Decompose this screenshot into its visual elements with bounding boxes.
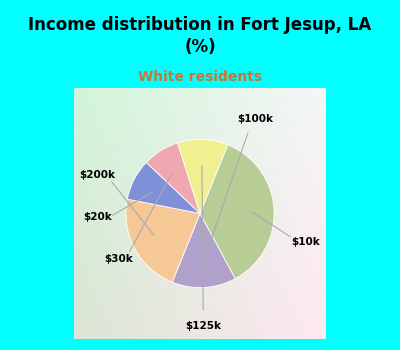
Wedge shape bbox=[200, 145, 274, 279]
Text: White residents: White residents bbox=[138, 70, 262, 84]
Wedge shape bbox=[178, 139, 228, 214]
Text: $20k: $20k bbox=[83, 212, 112, 222]
Text: Income distribution in Fort Jesup, LA
(%): Income distribution in Fort Jesup, LA (%… bbox=[28, 16, 372, 56]
Text: $30k: $30k bbox=[104, 254, 133, 265]
Wedge shape bbox=[172, 214, 235, 288]
Text: $100k: $100k bbox=[238, 114, 274, 124]
Text: $125k: $125k bbox=[186, 321, 222, 331]
Wedge shape bbox=[127, 162, 200, 214]
Text: $10k: $10k bbox=[291, 237, 320, 247]
Wedge shape bbox=[126, 199, 200, 282]
Text: $200k: $200k bbox=[80, 170, 116, 180]
Wedge shape bbox=[146, 143, 200, 214]
